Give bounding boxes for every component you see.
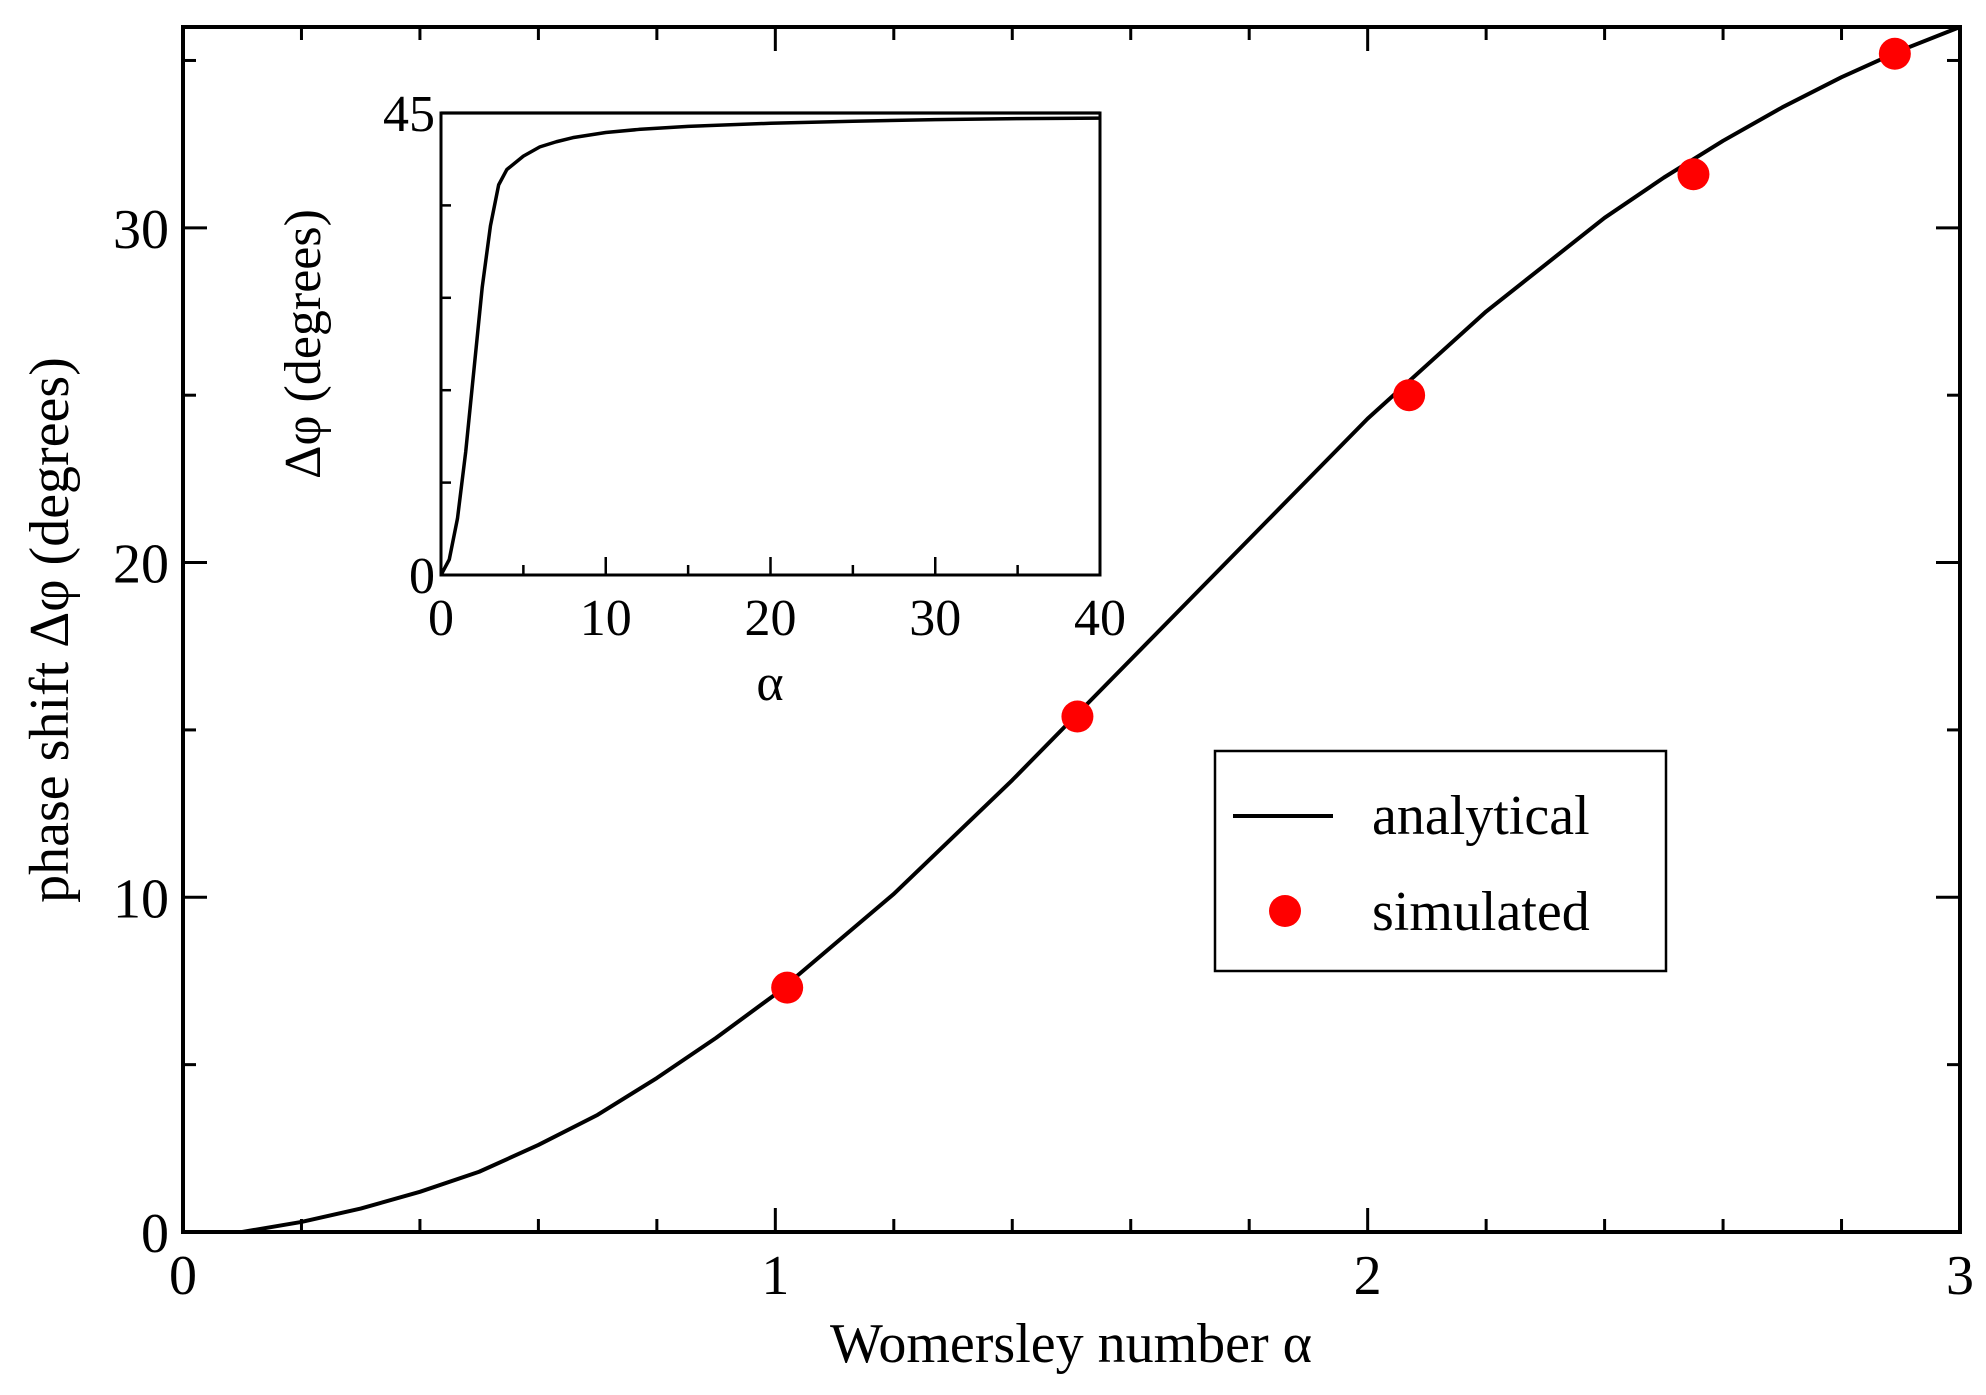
- data-point-simulated: [771, 971, 804, 1004]
- legend: analytical simulated: [1213, 749, 1668, 973]
- y-axis-label: phase shift Δφ (degrees): [19, 357, 81, 903]
- data-point-simulated: [1878, 37, 1911, 70]
- x-tick-label: 0: [428, 590, 454, 647]
- x-tick-label: 0: [169, 1245, 197, 1307]
- inset-ticks: [439, 111, 1102, 577]
- y-tick-label: 20: [113, 534, 169, 596]
- inset-x-axis-label: α: [756, 655, 783, 712]
- series-line-analytical: [439, 116, 1101, 576]
- inset-background: [441, 113, 1100, 575]
- main-plot-frame: [181, 25, 1962, 1234]
- x-tick-label: 2: [1354, 1245, 1382, 1307]
- legend-marker-swatch: [1269, 895, 1301, 927]
- legend-label-analytical: analytical: [1372, 785, 1590, 847]
- x-axis-label: Womersley number α: [830, 1313, 1312, 1375]
- series-line-analytical: [241, 25, 1961, 1234]
- inset-y-axis-label: Δφ (degrees): [275, 209, 332, 479]
- x-tick-label: 20: [745, 590, 797, 647]
- main-ticks: [181, 27, 1962, 1234]
- y-tick-label: 45: [383, 86, 435, 143]
- x-tick-label: 1: [761, 1245, 789, 1307]
- y-tick-label: 0: [141, 1203, 169, 1265]
- legend-label-simulated: simulated: [1372, 881, 1590, 943]
- x-tick-label: 40: [1074, 590, 1126, 647]
- legend-box: [1213, 749, 1668, 973]
- data-point-simulated: [1393, 379, 1426, 412]
- main-series: [241, 25, 1961, 1234]
- inset-tick-labels: 0 10 20 30 40 0 45: [383, 86, 1126, 647]
- y-tick-label: 10: [113, 868, 169, 930]
- x-tick-label: 30: [909, 590, 961, 647]
- data-point-simulated: [1061, 700, 1094, 733]
- x-tick-label: 3: [1946, 1245, 1974, 1307]
- inset-chart: 0 10 20 30 40 0 45 α Δφ (degrees): [275, 86, 1126, 712]
- y-tick-label: 0: [409, 548, 435, 605]
- x-tick-label: 10: [580, 590, 632, 647]
- data-point-simulated: [1677, 158, 1710, 191]
- y-tick-label: 30: [113, 199, 169, 261]
